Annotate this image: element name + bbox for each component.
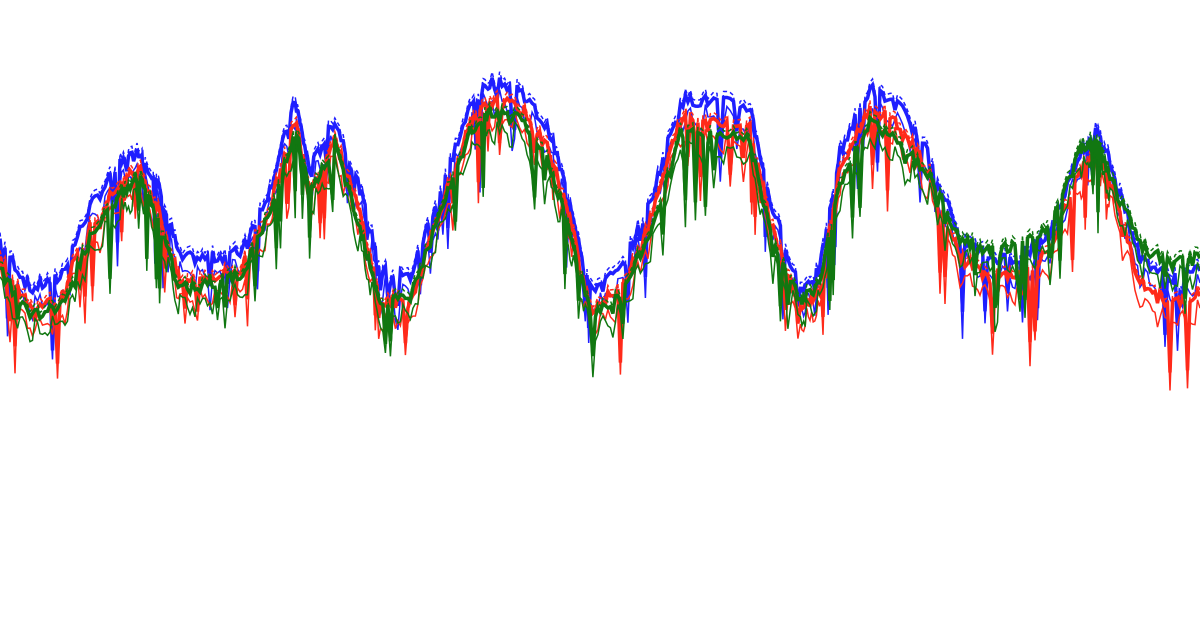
series-1-line: [0, 92, 1200, 373]
series-2: [0, 100, 1200, 378]
series-0-line: [0, 77, 1200, 351]
series-1: [0, 88, 1200, 391]
series-2-line: [0, 104, 1200, 357]
series-2-lower-line: [0, 119, 1200, 378]
series-2-upper-line: [0, 100, 1200, 351]
